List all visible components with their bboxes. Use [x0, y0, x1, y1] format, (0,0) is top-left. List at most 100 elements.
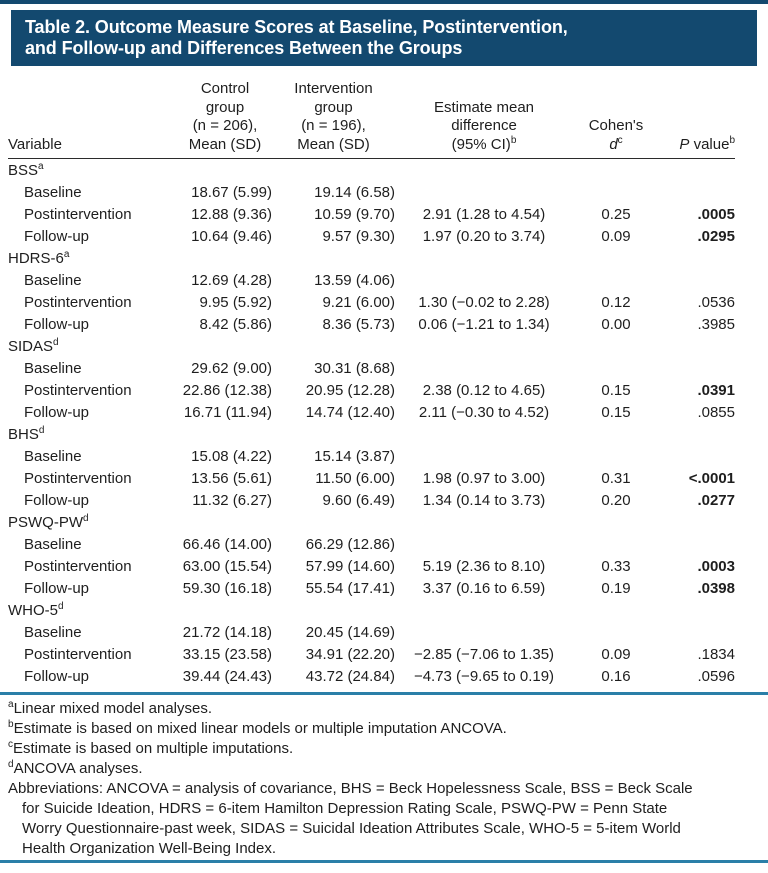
intervention-mean-sd-cell: 66.29 (12.86)	[305, 535, 395, 553]
section-name: PSWQ-PW	[8, 513, 83, 531]
section-label: SIDASd	[8, 335, 735, 357]
cohens-d-cell	[573, 621, 659, 643]
row-label: Baseline	[24, 623, 82, 641]
cohens-d-cell: 0.09	[601, 645, 631, 663]
row-label: Postintervention	[24, 645, 132, 663]
intervention-mean-sd-cell: 20.45 (14.69)	[305, 623, 395, 641]
row-label: Baseline	[24, 535, 82, 553]
control-mean-sd-cell: 16.71 (11.94)	[183, 403, 272, 421]
p-value-cell: .3985	[697, 315, 735, 333]
cohens-d-cell	[573, 445, 659, 467]
estimate-mean-difference-cell: 1.97 (0.20 to 3.74)	[422, 227, 546, 245]
footnote-c: cEstimate is based on multiple imputatio…	[8, 739, 768, 759]
estimate-mean-difference-cell: 2.38 (0.12 to 4.65)	[422, 381, 546, 399]
section-label: PSWQ-PWd	[8, 511, 735, 533]
row-label: Baseline	[24, 183, 82, 201]
p-value-cell	[659, 269, 735, 291]
measure-row: Baseline 29.62 (9.00) 30.31 (8.68)	[8, 357, 735, 379]
row-label: Follow-up	[24, 403, 90, 421]
section-superscript: d	[58, 600, 64, 612]
intervention-mean-sd-cell: 34.91 (22.20)	[305, 645, 395, 663]
row-label: Postintervention	[24, 469, 132, 487]
variable-section-row: PSWQ-PWd	[8, 511, 735, 533]
p-value-cell: <.0001	[688, 469, 735, 487]
p-value-cell: .0005	[697, 205, 735, 223]
control-mean-sd-cell: 12.88 (9.36)	[191, 205, 272, 223]
control-mean-sd-cell: 21.72 (14.18)	[182, 623, 272, 641]
col-header-control-group: Control group (n = 206), Mean (SD)	[188, 80, 262, 153]
section-name: SIDAS	[8, 337, 54, 355]
control-mean-sd-cell: 18.67 (5.99)	[191, 183, 272, 201]
cohens-d-cell: 0.00	[601, 315, 631, 333]
footnote-c-text: Estimate is based on multiple imputation…	[13, 740, 294, 757]
cohens-header-superscript: c	[617, 134, 623, 146]
intervention-mean-sd-cell: 15.14 (3.87)	[314, 447, 395, 465]
control-mean-sd-cell: 39.44 (24.43)	[182, 667, 272, 685]
row-label: Postintervention	[24, 381, 132, 399]
estimate-mean-difference-cell: 1.98 (0.97 to 3.00)	[422, 469, 546, 487]
measure-row: Baseline 15.08 (4.22) 15.14 (3.87)	[8, 445, 735, 467]
intervention-mean-sd-cell: 9.21 (6.00)	[322, 293, 395, 311]
section-label: HDRS-6a	[8, 247, 735, 269]
cohens-d-cell: 0.20	[601, 491, 631, 509]
cohens-d-cell	[573, 269, 659, 291]
control-mean-sd-cell: 13.56 (5.61)	[191, 469, 272, 487]
intervention-mean-sd-cell: 11.50 (6.00)	[315, 469, 395, 487]
cohens-d-cell: 0.15	[601, 403, 631, 421]
section-superscript: d	[83, 512, 89, 524]
p-value-cell: .0398	[697, 579, 735, 597]
intervention-mean-sd-cell: 20.95 (12.28)	[305, 381, 395, 399]
row-label: Postintervention	[24, 557, 132, 575]
estimate-mean-difference-cell	[395, 269, 573, 291]
estimate-mean-difference-cell: −4.73 (−9.65 to 0.19)	[413, 667, 555, 685]
variable-section-row: WHO-5d	[8, 599, 735, 621]
footnote-c-marker: c	[8, 739, 13, 750]
control-mean-sd-cell: 22.86 (12.38)	[182, 381, 272, 399]
measure-row: Baseline 18.67 (5.99) 19.14 (6.58)	[8, 181, 735, 203]
cohens-d-cell	[573, 181, 659, 203]
variable-section-row: SIDASd	[8, 335, 735, 357]
estimate-header-superscript: b	[510, 134, 517, 146]
section-superscript: d	[53, 336, 59, 348]
p-value-cell: .0277	[697, 491, 735, 509]
row-label: Baseline	[24, 271, 82, 289]
control-mean-sd-cell: 11.32 (6.27)	[192, 491, 272, 509]
table-bottom-rule	[0, 692, 768, 695]
row-label: Follow-up	[24, 579, 90, 597]
cohens-d-cell: 0.19	[601, 579, 631, 597]
row-label: Postintervention	[24, 293, 132, 311]
estimate-mean-difference-cell: 2.91 (1.28 to 4.54)	[422, 205, 546, 223]
cohens-d-cell: 0.25	[601, 205, 631, 223]
section-name: HDRS-6	[8, 249, 64, 267]
bottom-border-rule	[0, 860, 768, 863]
section-name: WHO-5	[8, 601, 58, 619]
estimate-mean-difference-cell: 3.37 (0.16 to 6.59)	[422, 579, 546, 597]
measure-row: Follow-up 59.30 (16.18) 55.54 (17.41) 3.37 …	[8, 577, 735, 599]
control-mean-sd-cell: 12.69 (4.28)	[191, 271, 272, 289]
footnotes: aLinear mixed model analyses. bEstimate …	[8, 699, 768, 779]
intervention-mean-sd-cell: 9.60 (6.49)	[322, 491, 395, 509]
intervention-mean-sd-cell: 30.31 (8.68)	[314, 359, 395, 377]
estimate-mean-difference-cell	[395, 533, 573, 555]
row-label: Baseline	[24, 359, 82, 377]
col-header-estimate-mean-difference: Estimate mean difference (95% CI)b	[395, 80, 573, 159]
estimate-header-text: Estimate mean difference (95% CI)	[433, 98, 535, 153]
measure-row: Postintervention 63.00 (15.54) 57.99 (14.6…	[8, 555, 735, 577]
col-header-cohens-d: Cohen's dc	[573, 80, 659, 159]
p-value-cell: .0003	[697, 557, 735, 575]
measure-row: Baseline 21.72 (14.18) 20.45 (14.69)	[8, 621, 735, 643]
intervention-mean-sd-cell: 14.74 (12.40)	[305, 403, 395, 421]
section-superscript: a	[38, 160, 44, 172]
variable-section-row: HDRS-6a	[8, 247, 735, 269]
p-value-cell	[659, 357, 735, 379]
p-value-cell: .0536	[697, 293, 735, 311]
measure-row: Baseline 12.69 (4.28) 13.59 (4.06)	[8, 269, 735, 291]
intervention-mean-sd-cell: 13.59 (4.06)	[314, 271, 395, 289]
header-row: Variable Control group (n = 206), Mean (…	[8, 80, 735, 159]
control-mean-sd-cell: 33.15 (23.58)	[182, 645, 272, 663]
cohens-d-cell: 0.15	[601, 381, 631, 399]
intervention-mean-sd-cell: 8.36 (5.73)	[322, 315, 395, 333]
control-mean-sd-cell: 9.95 (5.92)	[199, 293, 272, 311]
estimate-mean-difference-cell: 1.34 (0.14 to 3.73)	[422, 491, 546, 509]
footnote-a-marker: a	[8, 699, 14, 710]
